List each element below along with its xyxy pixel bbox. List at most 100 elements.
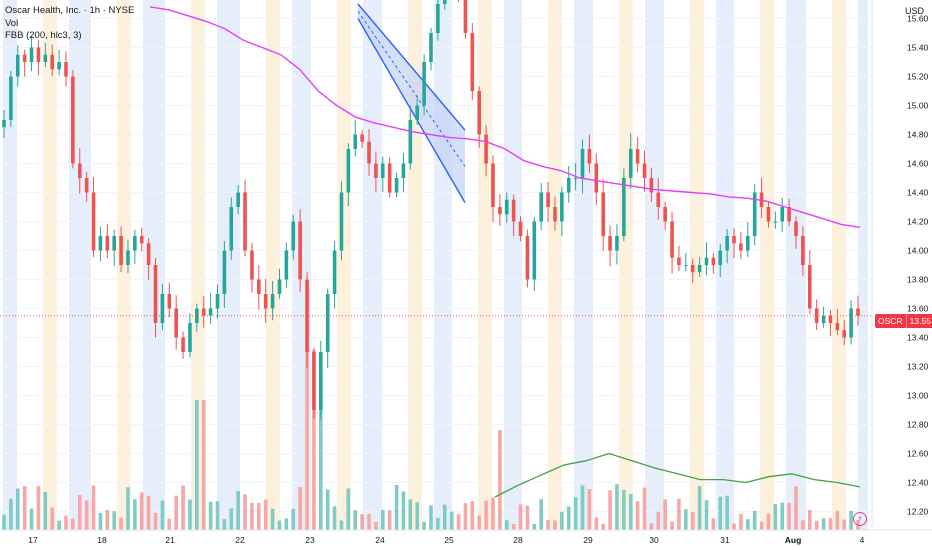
candle-body: [298, 221, 302, 280]
candle-body: [628, 149, 633, 178]
symbol-title[interactable]: Oscar Health, Inc. · 1h · NYSE: [5, 5, 135, 16]
volume-bar: [794, 486, 798, 530]
session-post-band: [508, 0, 522, 530]
session-post-band: [69, 0, 79, 530]
candle-body: [566, 178, 571, 193]
volume-bar: [436, 517, 440, 530]
candle-body: [849, 308, 853, 338]
candle-body: [153, 265, 158, 323]
time-tick-label: 18: [97, 535, 107, 545]
volume-bar: [160, 500, 165, 530]
last-price-tag: OSCR 13.55: [875, 314, 932, 328]
price-tick-label: 13.20: [907, 362, 929, 372]
candle-body: [408, 120, 413, 164]
volume-bar: [456, 514, 461, 530]
volume-bar: [690, 512, 695, 530]
volume-bar: [139, 492, 144, 530]
price-axis[interactable]: 12.20 12.40 12.60 12.80 13.00 13.20 13.40 13.60…: [871, 0, 929, 530]
candle-body: [518, 221, 523, 236]
volume-bar: [821, 518, 826, 530]
channel-upper: [357, 3, 466, 131]
candle-body: [387, 163, 392, 193]
volume-bar: [105, 509, 110, 530]
candle-body: [807, 265, 812, 309]
volume-bar: [835, 510, 840, 530]
volume-bar: [394, 484, 399, 530]
time-axis[interactable]: 17 18 21 22 23 24 25 28 29 30 31 Aug 4: [0, 529, 932, 545]
volume-indicator-label[interactable]: Vol: [5, 17, 19, 29]
candle-body: [463, 0, 468, 33]
time-tick-label: 29: [583, 535, 593, 545]
session-post-band: [3, 0, 17, 530]
volume-bar: [215, 501, 220, 530]
candle-body: [22, 54, 27, 62]
volume-bar: [546, 520, 550, 530]
volume-bar: [298, 487, 302, 530]
session-pre-band: [266, 0, 280, 530]
candle-body: [195, 308, 199, 323]
volume-bar: [319, 390, 323, 530]
session-post-band: [579, 0, 593, 530]
candle-body: [498, 207, 502, 215]
volume-bar: [697, 486, 702, 530]
candle-body: [746, 236, 750, 251]
volume-bar: [732, 523, 736, 530]
candle-body: [828, 315, 833, 323]
volume-bar: [766, 513, 771, 530]
volume-bar: [628, 493, 633, 530]
price-tick-label: 13.80: [907, 275, 929, 285]
volume-bar: [29, 508, 34, 530]
price-tick-label: 14.40: [907, 188, 929, 198]
volume-bar: [807, 509, 812, 530]
candle-body: [174, 308, 178, 338]
candle-body: [126, 250, 130, 265]
candle-body: [367, 141, 371, 164]
time-tick-label: 25: [444, 535, 454, 545]
candle-body: [2, 120, 6, 128]
candle-body: [64, 62, 68, 77]
ma-200-line: [149, 6, 861, 228]
volume-bar: [532, 523, 537, 530]
volume-bar: [608, 490, 612, 530]
lightning-icon[interactable]: ⚡: [853, 512, 867, 526]
candle-body: [374, 163, 378, 178]
candle-body: [332, 250, 337, 294]
candle-body: [284, 250, 289, 280]
candle-body: [215, 294, 220, 309]
volume-bar: [36, 486, 41, 530]
volume-bar: [112, 511, 116, 530]
volume-bar: [587, 489, 592, 530]
candle-body: [160, 294, 165, 323]
candlesticks: [2, 0, 860, 420]
volume-bar: [828, 518, 833, 530]
fbb-indicator-label[interactable]: FBB (200, hlc3, 3): [5, 30, 82, 41]
volume-bar: [801, 520, 805, 530]
candle-body: [167, 294, 172, 309]
candle-body: [642, 163, 647, 178]
candle-body: [477, 91, 482, 135]
session-post-band: [151, 0, 165, 530]
volume-bar: [670, 521, 674, 530]
volume-bar: [580, 485, 585, 530]
candle-body: [470, 33, 475, 91]
session-post-band: [77, 0, 91, 530]
volume-bar: [511, 523, 516, 530]
time-tick-label: Aug: [785, 535, 802, 545]
currency-label[interactable]: USD: [905, 6, 925, 16]
volume-bar: [84, 500, 89, 530]
candle-body: [57, 62, 61, 70]
candle-body: [587, 149, 592, 164]
candle-body: [401, 163, 406, 178]
price-tick-label: 15.20: [907, 72, 929, 82]
candle-body: [732, 236, 736, 244]
volume-bar: [174, 495, 178, 530]
candle-body: [105, 236, 110, 251]
volume-bar: [77, 495, 82, 530]
price-tick-label: 12.60: [907, 449, 929, 459]
candle-body: [346, 149, 351, 193]
volume-bar: [229, 508, 234, 530]
time-tick-label: 4: [860, 535, 865, 545]
session-pre-band: [619, 0, 633, 530]
candle-body: [539, 192, 543, 222]
